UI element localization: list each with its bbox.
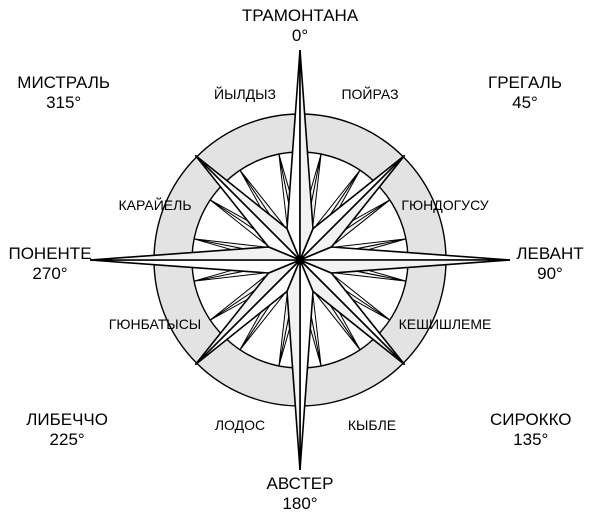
wind-name: ТРАМОНТАНА (242, 6, 358, 26)
wind-degree: 135° (490, 430, 572, 450)
secondary-wind-label: КАРАЙЕЛЬ (118, 197, 191, 213)
primary-wind-label: СИРОККО135° (490, 410, 572, 449)
secondary-wind-label: ЙЫЛДЫЗ (214, 86, 276, 102)
secondary-wind-label: ГЮНДОГУСУ (401, 197, 488, 213)
secondary-wind-label: КЕШИШЛЕМЕ (399, 316, 492, 332)
primary-wind-label: АВСТЕР180° (267, 474, 334, 513)
primary-wind-label: ТРАМОНТАНА0° (242, 6, 358, 45)
primary-wind-label: ГРЕГАЛЬ45° (488, 73, 562, 112)
primary-wind-label: ЛИБЕЧЧО225° (26, 410, 108, 449)
secondary-wind-label: ПОЙРАЗ (341, 86, 398, 102)
primary-wind-label: МИСТРАЛЬ315° (17, 73, 110, 112)
wind-degree: 225° (26, 430, 108, 450)
wind-degree: 0° (242, 26, 358, 46)
wind-name: СИРОККО (490, 410, 572, 430)
primary-wind-label: ПОНЕНТЕ270° (8, 244, 91, 283)
wind-name: ГРЕГАЛЬ (488, 73, 562, 93)
wind-degree: 180° (267, 494, 334, 514)
wind-degree: 45° (488, 93, 562, 113)
wind-degree: 270° (8, 264, 91, 284)
wind-degree: 315° (17, 93, 110, 113)
secondary-wind-label: ГЮНБАТЫСЫ (109, 316, 201, 332)
wind-name: ПОНЕНТЕ (8, 244, 91, 264)
wind-name: ЛЕВАНТ (516, 244, 583, 264)
secondary-wind-label: ЛОДОС (215, 417, 265, 433)
primary-wind-label: ЛЕВАНТ90° (516, 244, 583, 283)
wind-name: МИСТРАЛЬ (17, 73, 110, 93)
wind-name: ЛИБЕЧЧО (26, 410, 108, 430)
secondary-wind-label: КЫБЛЕ (348, 417, 396, 433)
compass-rose-diagram: { "canvas":{"w":600,"h":515,"cx":300,"cy… (0, 0, 600, 515)
wind-name: АВСТЕР (267, 474, 334, 494)
wind-degree: 90° (516, 264, 583, 284)
